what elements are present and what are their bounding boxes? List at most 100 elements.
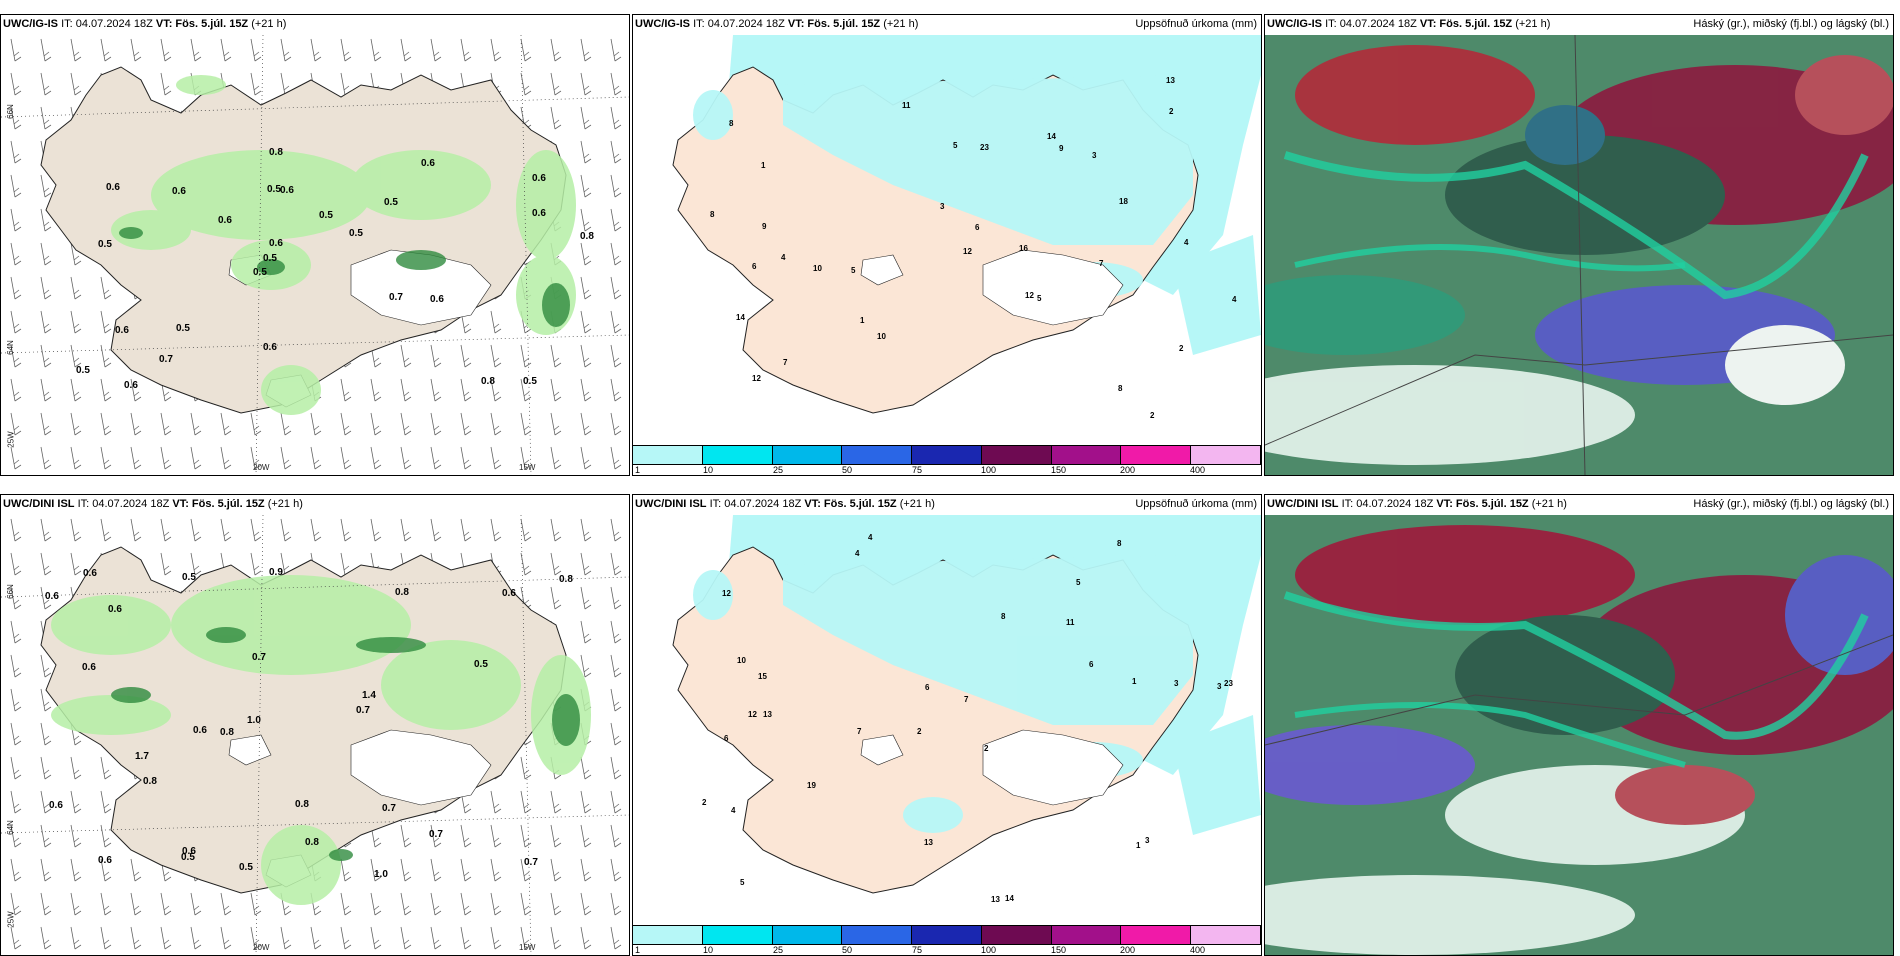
value-label: 16 xyxy=(1019,244,1028,253)
wind-map: 0.51.00.60.70.50.60.60.70.90.70.60.81.00… xyxy=(1,515,629,955)
value-label: 8 xyxy=(1117,539,1122,548)
value-label: 1 xyxy=(1132,677,1137,686)
colorbar-segment xyxy=(1121,446,1192,464)
colorbar-segment xyxy=(772,446,843,464)
colorbar-segment xyxy=(633,926,703,944)
panel-subtitle: Háský (gr.), miðský (fj.bl.) og lágský (… xyxy=(1693,498,1889,510)
value-label: 9 xyxy=(1059,144,1064,153)
value-label: 0.5 xyxy=(98,239,112,250)
colorbar-segment xyxy=(1191,446,1261,464)
value-label: 19 xyxy=(807,781,816,790)
colorbar-segment xyxy=(912,446,982,464)
value-label: 0.6 xyxy=(124,380,138,391)
value-label: 0.8 xyxy=(395,587,409,598)
value-label: 6 xyxy=(752,262,757,271)
value-label: 0.6 xyxy=(263,342,277,353)
lon-label-20: 20W xyxy=(253,943,270,952)
value-label: 1.4 xyxy=(362,690,376,701)
panel-title: UWC/DINI ISL IT: 04.07.2024 18Z VT: Fös.… xyxy=(635,498,935,510)
value-label: 14 xyxy=(736,313,745,322)
lon-label-25: 25W xyxy=(6,911,16,928)
lon-label-20: 20W xyxy=(253,463,270,472)
value-label: 0.7 xyxy=(356,705,370,716)
wind-map: 0.50.50.60.50.50.60.50.50.60.60.50.70.60… xyxy=(1,35,629,475)
value-label: 14 xyxy=(1005,894,1014,903)
value-label: 1 xyxy=(761,161,766,170)
colorbar-segment xyxy=(842,446,913,464)
value-label: 1.0 xyxy=(374,869,388,880)
value-label: 12 xyxy=(752,374,761,383)
colorbar-segment xyxy=(1121,926,1192,944)
panel-title: UWC/IG-IS IT: 04.07.2024 18Z VT: Fös. 5.… xyxy=(1267,18,1551,30)
value-label: 0.7 xyxy=(524,857,538,868)
value-label: 0.8 xyxy=(305,837,319,848)
colorbar-labels: 1 10 25 50 75 100 150 200 400 xyxy=(635,465,1206,475)
lon-label-15: 15W xyxy=(519,943,536,952)
panel-title: UWC/DINI ISL IT: 04.07.2024 18Z VT: Fös.… xyxy=(1267,498,1567,510)
value-label: 0.5 xyxy=(384,197,398,208)
value-label: 4 xyxy=(868,533,873,542)
colorbar-segment xyxy=(702,446,773,464)
value-label: 18 xyxy=(1119,197,1128,206)
value-label: 6 xyxy=(1089,660,1094,669)
value-label: 3 xyxy=(1145,836,1150,845)
value-label: 1.0 xyxy=(247,715,261,726)
value-label: 4 xyxy=(1184,238,1189,247)
value-label: 6 xyxy=(925,683,930,692)
value-label: 0.8 xyxy=(580,231,594,242)
value-label: 0.6 xyxy=(83,568,97,579)
value-label: 0.6 xyxy=(182,846,196,857)
value-label: 3 xyxy=(1092,151,1097,160)
lat-label-66: 66N xyxy=(5,104,15,119)
value-label: 0.6 xyxy=(502,588,516,599)
value-label: 0.7 xyxy=(389,292,403,303)
value-label: 4 xyxy=(1232,295,1237,304)
value-label: 5 xyxy=(953,141,958,150)
value-label: 0.5 xyxy=(239,862,253,873)
value-label: 12 xyxy=(1025,291,1034,300)
value-label: 1 xyxy=(1136,841,1141,850)
value-label: 0.6 xyxy=(106,182,120,193)
value-label: 0.5 xyxy=(176,323,190,334)
value-label: 7 xyxy=(1099,259,1104,268)
panel-ig-wind: UWC/IG-IS IT: 04.07.2024 18Z VT: Fös. 5.… xyxy=(0,14,630,476)
value-label: 0.6 xyxy=(269,238,283,249)
value-label: 7 xyxy=(783,358,788,367)
value-label: 0.6 xyxy=(532,173,546,184)
value-label: 7 xyxy=(964,695,969,704)
value-label: 0.6 xyxy=(218,215,232,226)
value-label: 0.8 xyxy=(481,376,495,387)
value-label: 0.8 xyxy=(295,799,309,810)
value-label: 1 xyxy=(860,316,865,325)
cloud-map xyxy=(1265,515,1893,955)
lat-label-64: 64N xyxy=(5,820,15,835)
value-label: 0.5 xyxy=(267,184,281,195)
value-label: 2 xyxy=(984,744,989,753)
value-label: 0.5 xyxy=(349,228,363,239)
value-label: 11 xyxy=(1066,618,1075,627)
panel-dini-precip: UWC/DINI ISL IT: 04.07.2024 18Z VT: Fös.… xyxy=(632,494,1262,956)
panel-subtitle: Uppsöfnuð úrkoma (mm) xyxy=(1135,498,1257,510)
colorbar-segment xyxy=(1191,926,1261,944)
panel-subtitle: Uppsöfnuð úrkoma (mm) xyxy=(1135,18,1257,30)
value-label: 0.8 xyxy=(220,727,234,738)
value-label: 8 xyxy=(710,210,715,219)
value-label: 2 xyxy=(917,727,922,736)
value-label: 0.6 xyxy=(82,662,96,673)
value-label: 0.8 xyxy=(559,574,573,585)
precip-dark xyxy=(119,227,570,327)
value-label: 12 xyxy=(748,710,757,719)
value-label: 5 xyxy=(851,266,856,275)
value-label: 8 xyxy=(729,119,734,128)
value-label: 2 xyxy=(1150,411,1155,420)
value-label: 0.7 xyxy=(252,652,266,663)
value-label: 0.6 xyxy=(421,158,435,169)
value-label: 0.8 xyxy=(143,776,157,787)
value-label: 13 xyxy=(924,838,933,847)
value-label: 11 xyxy=(902,101,911,110)
lon-label-15: 15W xyxy=(519,463,536,472)
colorbar-labels: 1 10 25 50 75 100 150 200 400 xyxy=(635,945,1206,955)
value-label: 0.7 xyxy=(429,829,443,840)
value-label: 9 xyxy=(762,222,767,231)
cloud-map xyxy=(1265,35,1893,475)
